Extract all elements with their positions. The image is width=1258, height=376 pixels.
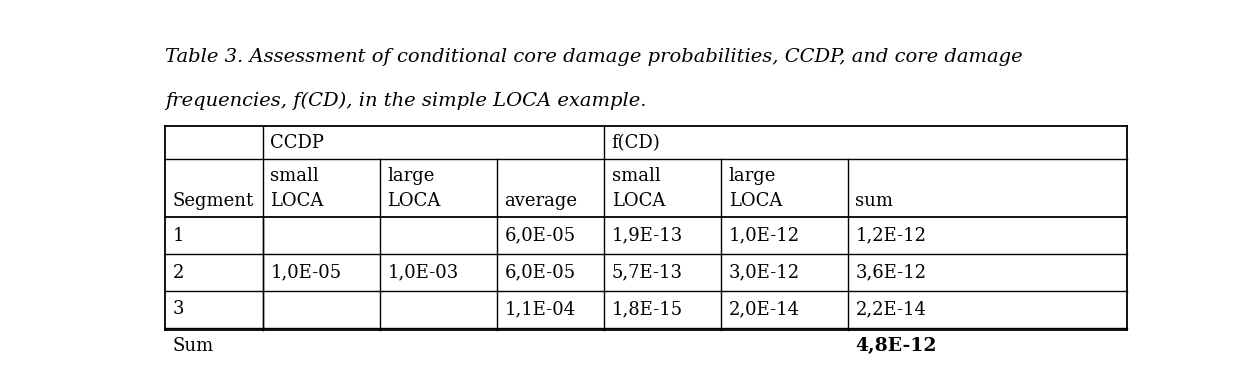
Text: large: large bbox=[387, 167, 435, 185]
Text: 1,0E-05: 1,0E-05 bbox=[270, 264, 341, 282]
Text: large: large bbox=[728, 167, 776, 185]
Text: small: small bbox=[611, 167, 660, 185]
Text: frequencies, f(CD), in the simple LOCA example.: frequencies, f(CD), in the simple LOCA e… bbox=[165, 91, 647, 110]
Text: 2: 2 bbox=[172, 264, 184, 282]
Text: small: small bbox=[270, 167, 320, 185]
Text: 3,6E-12: 3,6E-12 bbox=[855, 264, 926, 282]
Text: 4,8E-12: 4,8E-12 bbox=[855, 337, 937, 355]
Text: Table 3. Assessment of conditional core damage probabilities, CCDP, and core dam: Table 3. Assessment of conditional core … bbox=[165, 48, 1023, 66]
Text: average: average bbox=[504, 192, 577, 210]
Text: 1,0E-12: 1,0E-12 bbox=[728, 227, 800, 245]
Text: 6,0E-05: 6,0E-05 bbox=[504, 227, 575, 245]
Text: LOCA: LOCA bbox=[387, 192, 440, 210]
Text: sum: sum bbox=[855, 192, 893, 210]
Text: 6,0E-05: 6,0E-05 bbox=[504, 264, 575, 282]
Text: 1,9E-13: 1,9E-13 bbox=[611, 227, 683, 245]
Text: 1,2E-12: 1,2E-12 bbox=[855, 227, 926, 245]
Text: f(CD): f(CD) bbox=[611, 134, 660, 152]
Text: LOCA: LOCA bbox=[611, 192, 665, 210]
Text: 1,1E-04: 1,1E-04 bbox=[504, 300, 575, 318]
Text: Segment: Segment bbox=[172, 192, 254, 210]
Text: 1,0E-03: 1,0E-03 bbox=[387, 264, 459, 282]
Text: 2,2E-14: 2,2E-14 bbox=[855, 300, 926, 318]
Text: LOCA: LOCA bbox=[728, 192, 782, 210]
Text: 2,0E-14: 2,0E-14 bbox=[728, 300, 800, 318]
Text: 1: 1 bbox=[172, 227, 185, 245]
Text: Sum: Sum bbox=[172, 337, 214, 355]
Text: LOCA: LOCA bbox=[270, 192, 323, 210]
Text: 3: 3 bbox=[172, 300, 185, 318]
Text: 5,7E-13: 5,7E-13 bbox=[611, 264, 683, 282]
Text: 3,0E-12: 3,0E-12 bbox=[728, 264, 800, 282]
Text: 1,8E-15: 1,8E-15 bbox=[611, 300, 683, 318]
Text: CCDP: CCDP bbox=[270, 134, 325, 152]
